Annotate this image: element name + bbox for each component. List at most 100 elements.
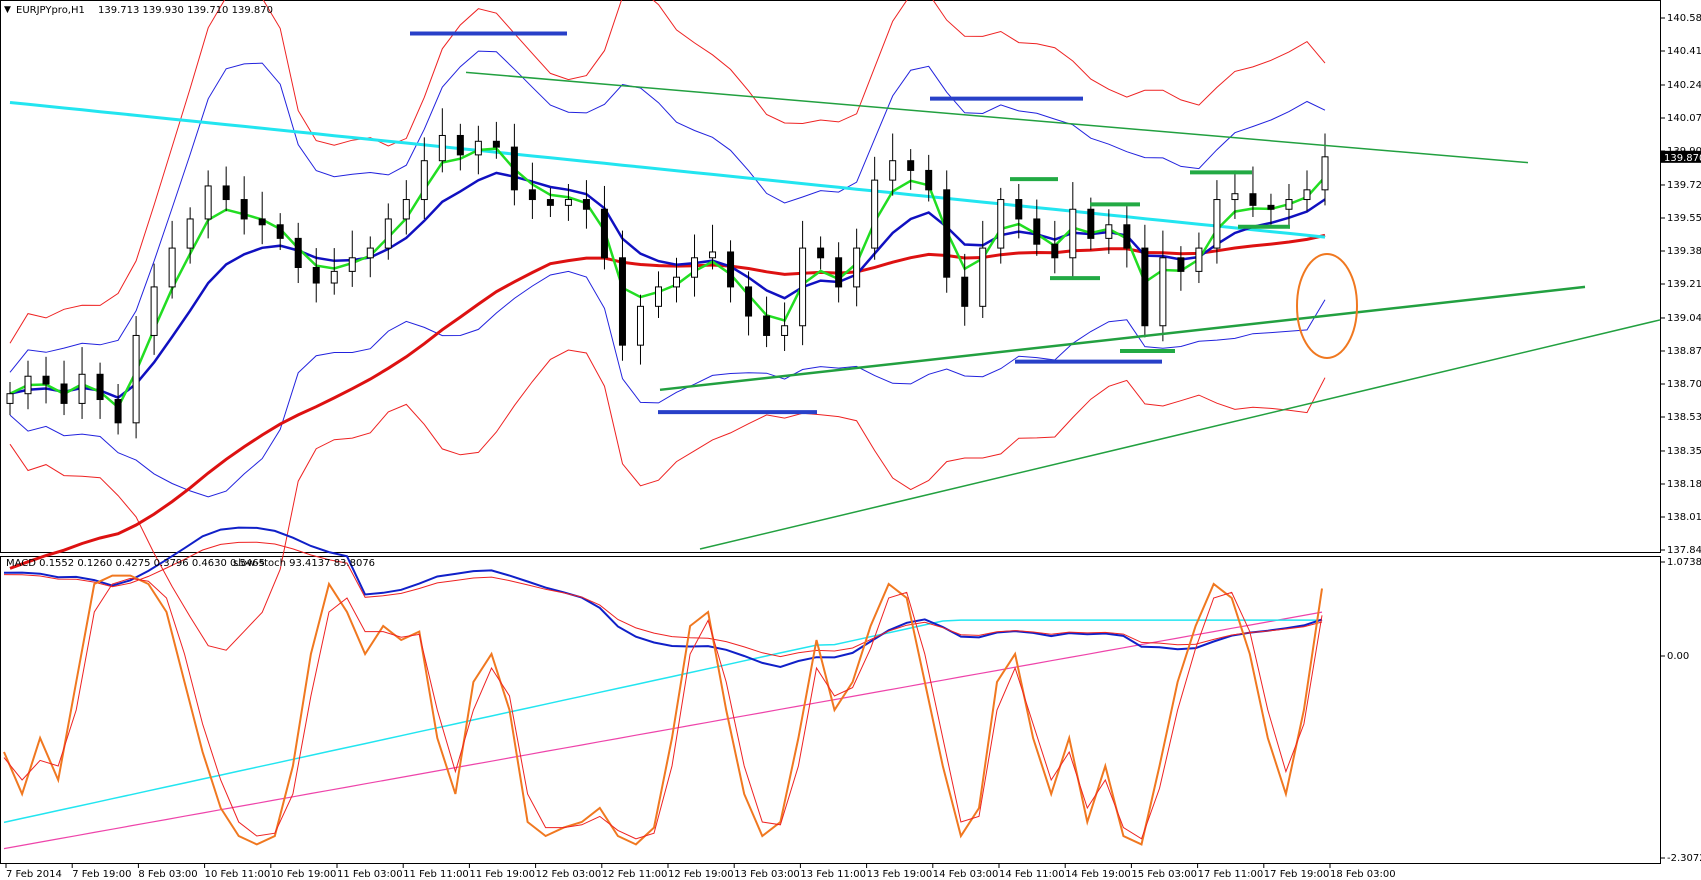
candle-body [835,257,843,288]
candle-body [1213,199,1221,249]
price-tick-label: 138.870 [1667,346,1701,357]
sma-long-line [9,101,1326,239]
candle-body [1285,199,1293,210]
candle-body [204,185,212,220]
candle-body [817,247,825,259]
candle-body [943,189,951,278]
bollinger-upper-inner [9,50,1326,373]
symbol-dropdown-icon[interactable]: ▼ [4,5,11,15]
time-tick-label: 11 Feb 03:00 [337,869,403,880]
candle-body [510,146,518,191]
candle-body [1231,193,1239,201]
candle-body [438,134,446,162]
candle-body [925,169,933,191]
candle-body [654,286,662,307]
candle-body [1069,208,1077,259]
stoch-readout: slow-stoch 93.4137 83.8076 [233,558,375,569]
candle-body [276,224,284,239]
candle-body [618,257,626,346]
candle-body [132,334,140,424]
candle-body [330,270,338,284]
candle-body [979,247,987,307]
candle-body [1195,247,1203,272]
current-price-label: 139.870 [1664,153,1701,164]
time-tick-label: 13 Feb 11:00 [800,869,866,880]
time-tick-label: 12 Feb 03:00 [536,869,602,880]
time-tick-label: 13 Feb 19:00 [867,869,933,880]
candle-body [1303,189,1311,201]
candle-body [600,208,608,259]
candle-body [1141,247,1149,327]
candle-body [673,276,681,288]
candle-body [1249,193,1257,206]
candle-body [456,134,464,156]
price-axis: 140.585140.415140.240140.070139.900139.7… [1660,13,1701,556]
price-tick-label: 138.015 [1667,512,1701,523]
time-tick-label: 10 Feb 11:00 [205,869,271,880]
candle-body [546,199,554,206]
macd-main-line [3,526,1323,669]
symbol-label: EURJPYpro,H1 [16,5,85,16]
time-tick-label: 17 Feb 19:00 [1264,869,1330,880]
time-tick-label: 7 Feb 2014 [6,869,62,880]
macd-readout: MACD 0.1552 0.1260 0.4275 0.3796 0.4630 … [6,558,265,569]
price-tick-label: 138.355 [1667,446,1701,457]
price-tick-label: 138.530 [1667,412,1701,423]
candle-body [168,247,176,288]
time-tick-label: 12 Feb 19:00 [668,869,734,880]
oscillator-axis: 1.0738 0.00 -2.3072 [1660,557,1701,864]
time-tick-label: 7 Feb 19:00 [72,869,131,880]
candle-body [312,266,320,284]
candle-body [1033,218,1041,245]
price-tick-label: 140.585 [1667,13,1701,24]
price-tick-label: 140.415 [1667,46,1701,57]
candle-body [636,305,644,346]
candle-body [961,276,969,307]
candle-body [1087,208,1095,239]
price-tick-label: 139.385 [1667,246,1701,257]
price-tick-label: 139.555 [1667,213,1701,224]
price-tick-label: 139.215 [1667,279,1701,290]
candle-body [691,257,699,278]
candle-body [799,247,807,327]
candle-body [492,140,500,148]
candle-body [853,247,861,288]
price-plot [6,0,1661,651]
osc-tick-label: -2.3072 [1667,853,1701,864]
time-tick-label: 17 Feb 11:00 [1198,869,1264,880]
candle-body [150,286,158,336]
candle-body [294,237,302,268]
candle-body [60,383,68,404]
candle-body [6,393,14,404]
candle-body [1015,199,1023,220]
price-tick-label: 140.070 [1667,113,1701,124]
time-tick-label: 18 Feb 03:00 [1330,869,1396,880]
candle-body [997,199,1005,249]
candle-body [1267,204,1275,210]
candle-body [240,199,248,220]
candle-body [348,257,356,272]
time-tick-label: 14 Feb 03:00 [933,869,999,880]
bollinger-lower-outer [9,349,1326,651]
candle-body [96,373,104,401]
candle-body [1159,257,1167,327]
macd-long-line [3,619,1322,824]
candle-body [727,251,735,288]
time-tick-label: 15 Feb 03:00 [1131,869,1197,880]
candle-body [889,160,897,181]
resistance-trendline [465,71,1529,164]
time-tick-label: 12 Feb 11:00 [602,869,668,880]
candle-body [528,189,536,201]
candle-body [1051,243,1059,259]
time-tick-label: 14 Feb 11:00 [999,869,1065,880]
ohlc-readout: 139.713 139.930 139.710 139.870 [98,5,273,16]
time-tick-label: 8 Feb 03:00 [138,869,197,880]
candle-body [1105,224,1113,239]
candle-body [582,199,590,210]
bollinger-upper-outer [9,0,1326,344]
candle-body [474,140,482,156]
candle-body [907,160,915,171]
candle-body [114,399,122,424]
osc-tick-label: 1.0738 [1667,557,1701,568]
candle-body [258,218,266,226]
